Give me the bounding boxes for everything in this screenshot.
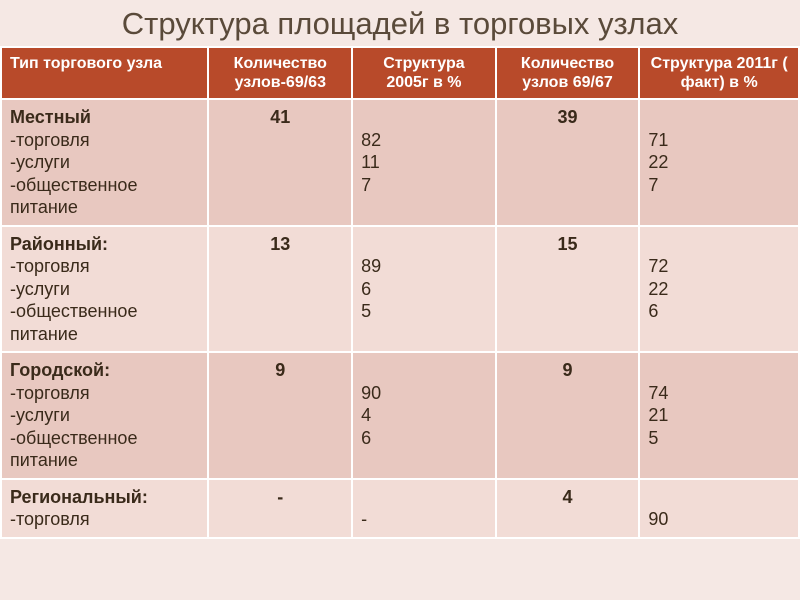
- cell-count1: 13: [208, 226, 352, 353]
- cell-struct2: 74215: [639, 352, 799, 479]
- cell-type: Районный:-торговля-услуги-общественное п…: [1, 226, 208, 353]
- struct-value: 11: [361, 151, 487, 174]
- struct-value: -: [361, 508, 487, 531]
- struct-value: 6: [361, 427, 487, 450]
- cell-struct1: -: [352, 479, 496, 538]
- page-title: Структура площадей в торговых узлах: [0, 0, 800, 46]
- struct-offset: [361, 486, 487, 509]
- type-sub: -общественное питание: [10, 174, 199, 219]
- cell-type: Городской:-торговля-услуги-общественное …: [1, 352, 208, 479]
- cell-struct1: 8965: [352, 226, 496, 353]
- struct-offset: [648, 486, 790, 509]
- table-row: Местный-торговля-услуги-общественное пит…: [1, 99, 799, 226]
- col-header-type: Тип торгового узла: [1, 47, 208, 99]
- type-sub: -торговля: [10, 508, 199, 531]
- table-row: Городской:-торговля-услуги-общественное …: [1, 352, 799, 479]
- table-row: Региональный:-торговля- -4 90: [1, 479, 799, 538]
- cell-struct2: 72226: [639, 226, 799, 353]
- cell-count2: 9: [496, 352, 640, 479]
- struct-value: 5: [648, 427, 790, 450]
- type-main: Городской:: [10, 359, 199, 382]
- struct-offset: [361, 106, 487, 129]
- table-row: Районный:-торговля-услуги-общественное п…: [1, 226, 799, 353]
- cell-struct2: 90: [639, 479, 799, 538]
- struct-value: 6: [648, 300, 790, 323]
- cell-count2: 4: [496, 479, 640, 538]
- cell-count2: 39: [496, 99, 640, 226]
- type-sub: -торговля: [10, 382, 199, 405]
- struct-value: 90: [648, 508, 790, 531]
- col-header-count1: Количество узлов-69/63: [208, 47, 352, 99]
- cell-count2: 15: [496, 226, 640, 353]
- struct-value: 89: [361, 255, 487, 278]
- type-main: Районный:: [10, 233, 199, 256]
- type-sub: -услуги: [10, 278, 199, 301]
- cell-count1: 9: [208, 352, 352, 479]
- col-header-struct2: Структура 2011г ( факт) в %: [639, 47, 799, 99]
- cell-count1: 41: [208, 99, 352, 226]
- struct-value: 82: [361, 129, 487, 152]
- struct-value: 7: [648, 174, 790, 197]
- cell-struct2: 71227: [639, 99, 799, 226]
- struct-value: 90: [361, 382, 487, 405]
- type-sub: -общественное питание: [10, 427, 199, 472]
- type-sub: -общественное питание: [10, 300, 199, 345]
- type-sub: -торговля: [10, 255, 199, 278]
- type-sub: -услуги: [10, 404, 199, 427]
- struct-value: 72: [648, 255, 790, 278]
- table-header-row: Тип торгового узла Количество узлов-69/6…: [1, 47, 799, 99]
- struct-value: 7: [361, 174, 487, 197]
- cell-struct1: 82117: [352, 99, 496, 226]
- struct-value: 5: [361, 300, 487, 323]
- type-sub: -торговля: [10, 129, 199, 152]
- struct-offset: [361, 233, 487, 256]
- col-header-count2: Количество узлов 69/67: [496, 47, 640, 99]
- struct-value: 22: [648, 278, 790, 301]
- type-main: Региональный:: [10, 486, 199, 509]
- struct-value: 6: [361, 278, 487, 301]
- type-sub: -услуги: [10, 151, 199, 174]
- struct-offset: [648, 106, 790, 129]
- cell-struct1: 9046: [352, 352, 496, 479]
- struct-offset: [648, 233, 790, 256]
- struct-offset: [648, 359, 790, 382]
- cell-count1: -: [208, 479, 352, 538]
- type-main: Местный: [10, 106, 199, 129]
- struct-value: 71: [648, 129, 790, 152]
- struct-offset: [361, 359, 487, 382]
- struct-value: 22: [648, 151, 790, 174]
- struct-value: 74: [648, 382, 790, 405]
- struct-value: 4: [361, 404, 487, 427]
- cell-type: Региональный:-торговля: [1, 479, 208, 538]
- col-header-struct1: Структура 2005г в %: [352, 47, 496, 99]
- struct-value: 21: [648, 404, 790, 427]
- data-table: Тип торгового узла Количество узлов-69/6…: [0, 46, 800, 539]
- cell-type: Местный-торговля-услуги-общественное пит…: [1, 99, 208, 226]
